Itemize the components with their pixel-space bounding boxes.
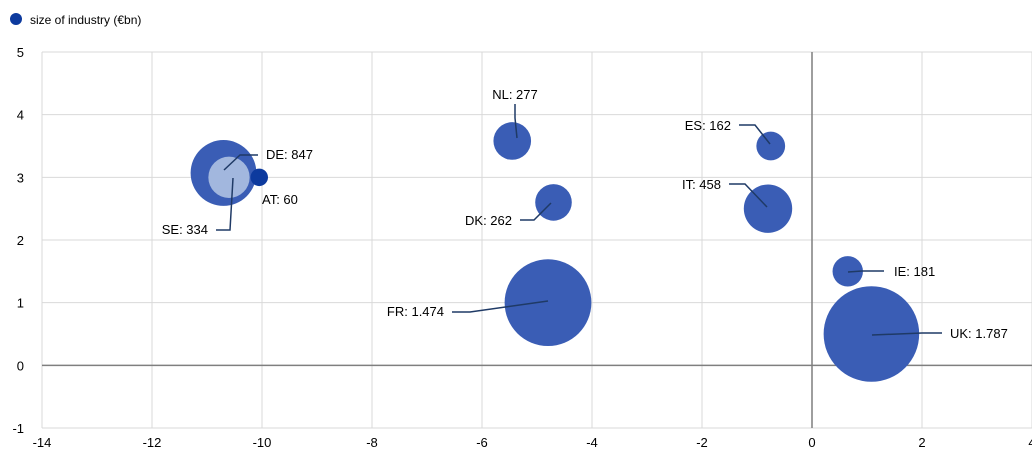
bubble: [756, 131, 786, 161]
x-tick-label: 0: [808, 435, 815, 450]
bubble: [743, 184, 793, 233]
leader-line: [216, 177, 234, 231]
data-label: IE: 181: [894, 264, 935, 279]
x-tick-label: 2: [918, 435, 925, 450]
bubble: [250, 168, 269, 187]
bubble: [823, 286, 920, 382]
y-tick-label: 1: [17, 296, 24, 311]
leader-line: [520, 202, 552, 221]
y-tick-label: 4: [17, 108, 24, 123]
data-label: ES: 162: [685, 118, 731, 133]
data-label: UK: 1.787: [950, 326, 1008, 341]
x-tick-label: -4: [586, 435, 598, 450]
leader-line: [847, 270, 884, 273]
y-tick-label: 5: [17, 45, 24, 60]
y-tick-label: 3: [17, 170, 24, 185]
data-label: FR: 1.474: [387, 304, 444, 319]
bubble: [493, 122, 532, 160]
leader-line: [739, 124, 771, 145]
legend-marker: [10, 13, 22, 25]
x-tick-label: -6: [476, 435, 488, 450]
bubble: [535, 184, 572, 221]
x-tick-label: 4: [1028, 435, 1032, 450]
leader-line: [223, 154, 258, 171]
x-tick-label: -8: [366, 435, 378, 450]
leader-line: [452, 300, 549, 313]
legend-label: size of industry (€bn): [30, 13, 141, 27]
data-label: AT: 60: [262, 192, 298, 207]
y-tick-label: -1: [12, 421, 24, 436]
bubbles: [190, 122, 920, 382]
leader-line: [729, 183, 768, 208]
data-labels: DE: 847 SE: 334 AT: 60 NL: 277 DK: 262 FR: 1.…: [162, 87, 1008, 341]
y-tick-label: 2: [17, 233, 24, 248]
x-tick-label: -2: [696, 435, 708, 450]
y-tick-label: 0: [17, 358, 24, 373]
data-label: IT: 458: [682, 177, 721, 192]
bubble: [208, 156, 250, 198]
x-tick-label: -12: [143, 435, 162, 450]
leader-line: [871, 332, 942, 336]
leader-line: [514, 104, 518, 139]
data-label: NL: 277: [492, 87, 538, 102]
x-tick-label: -10: [253, 435, 272, 450]
legend: size of industry (€bn): [10, 13, 141, 27]
data-label: SE: 334: [162, 222, 208, 237]
bubble: [832, 256, 863, 287]
data-label: DK: 262: [465, 213, 512, 228]
data-label: DE: 847: [266, 147, 313, 162]
bubble: [504, 259, 592, 347]
x-tick-label: -14: [33, 435, 52, 450]
